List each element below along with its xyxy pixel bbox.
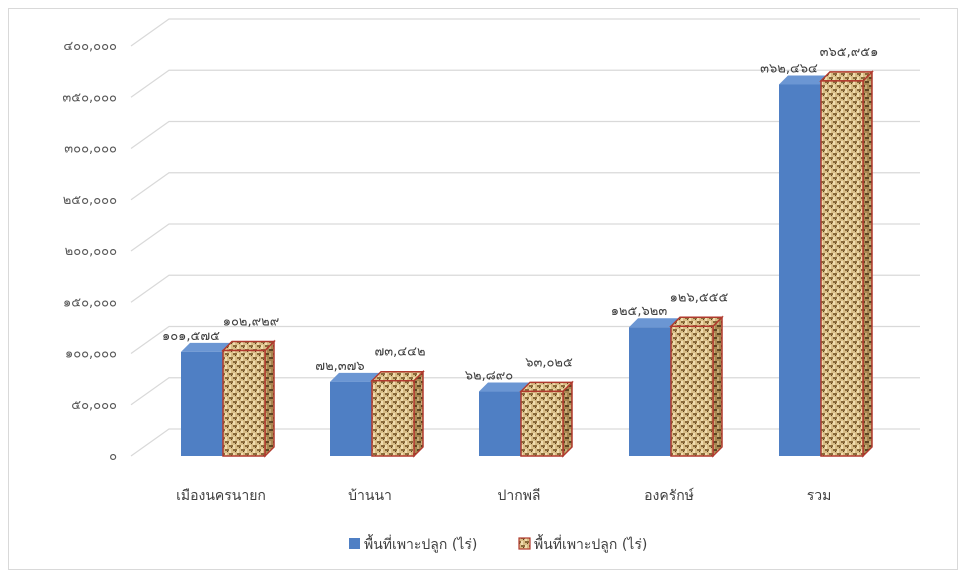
bar (330, 381, 372, 456)
bar (670, 325, 714, 457)
data-label: ๓๖๕,๙๕๑ (820, 45, 879, 60)
y-tick-label: ๓๐๐,๐๐๐ (64, 142, 117, 157)
legend-label: พื้นที่เพาะปลูก (ไร่) (534, 534, 647, 553)
y-tick-label: ๑๕๐,๐๐๐ (63, 295, 117, 310)
legend: พื้นที่เพาะปลูก (ไร่) พื้นที่เพาะปลูก (ไร… (349, 534, 647, 553)
y-tick-label: ๒๕๐,๐๐๐ (63, 193, 117, 208)
bar (629, 327, 671, 456)
category-label: องครักษ์ (644, 487, 694, 504)
bar-top (519, 381, 574, 393)
gridline (130, 120, 920, 149)
bar-chart: ๐ ๕๐,๐๐๐ ๑๐๐,๐๐๐ ๑๕๐,๐๐๐ ๒๐๐,๐๐๐ ๒๕๐,๐๐๐ ๓๐๐,๐… (62, 18, 920, 553)
bar (520, 390, 564, 457)
category-label: เมืองนครนายก (176, 488, 266, 504)
bar-top (629, 318, 680, 328)
bar-top (819, 71, 874, 82)
x-axis: เมืองนครนายก บ้านนา ปากพลี องครักษ์ รวม (176, 487, 831, 504)
y-axis: ๐ ๕๐,๐๐๐ ๑๐๐,๐๐๐ ๑๕๐,๐๐๐ ๒๐๐,๐๐๐ ๒๕๐,๐๐๐ ๓๐๐,๐… (62, 39, 117, 464)
bar-side (562, 380, 573, 458)
data-label: ๖๓,๐๒๕ (525, 355, 573, 370)
bar-top (479, 382, 530, 392)
bar-top (779, 75, 830, 85)
bar (222, 349, 266, 457)
bars (181, 70, 874, 458)
bar (820, 80, 864, 457)
gridline (130, 274, 920, 303)
gridlines (130, 18, 920, 457)
bar-side (712, 315, 723, 458)
bar-side (413, 369, 424, 458)
y-tick-label: ๕๐,๐๐๐ (71, 398, 117, 413)
bar-top (221, 340, 276, 352)
bar (181, 351, 223, 456)
bar-top (370, 370, 425, 382)
gridline (130, 172, 920, 201)
data-label: ๗๒,๓๗๖ (315, 359, 364, 374)
category-label: รวม (807, 488, 832, 504)
data-label: ๓๖๒,๔๖๔ (760, 61, 818, 76)
y-tick-label: ๔๐๐,๐๐๐ (63, 39, 117, 54)
data-label: ๗๓,๔๔๒ (374, 345, 425, 360)
bar-top (330, 372, 381, 382)
bar-side (862, 70, 873, 458)
legend-swatch (518, 537, 531, 550)
category-label: ปากพลี (497, 488, 540, 504)
y-tick-label: ๑๐๐,๐๐๐ (65, 347, 117, 362)
bar (479, 391, 521, 456)
data-label: ๑๒๕,๖๒๓ (611, 304, 668, 319)
data-label: ๑๐๑,๕๗๕ (162, 329, 220, 344)
gridline (130, 18, 920, 47)
chart-frame: ๐ ๕๐,๐๐๐ ๑๐๐,๐๐๐ ๑๕๐,๐๐๐ ๒๐๐,๐๐๐ ๒๕๐,๐๐๐ ๓๐๐,๐… (8, 8, 958, 570)
legend-label: พื้นที่เพาะปลูก (ไร่) (364, 534, 477, 553)
category-label: บ้านนา (348, 488, 392, 504)
y-tick-label: ๐ (109, 449, 117, 464)
bar-side (264, 339, 275, 458)
gridline (130, 223, 920, 252)
bar-top (181, 342, 232, 352)
data-label: ๑๐๒,๙๒๙ (223, 314, 280, 329)
gridline (130, 69, 920, 98)
y-tick-label: ๓๕๐,๐๐๐ (62, 90, 117, 105)
bar-top (669, 316, 724, 328)
y-tick-label: ๒๐๐,๐๐๐ (65, 244, 117, 259)
bar (779, 84, 821, 457)
legend-swatch (349, 538, 360, 549)
data-label: ๖๒,๘๙๐ (465, 369, 514, 384)
bar (371, 379, 415, 457)
data-label: ๑๒๖,๕๕๕ (670, 290, 729, 305)
